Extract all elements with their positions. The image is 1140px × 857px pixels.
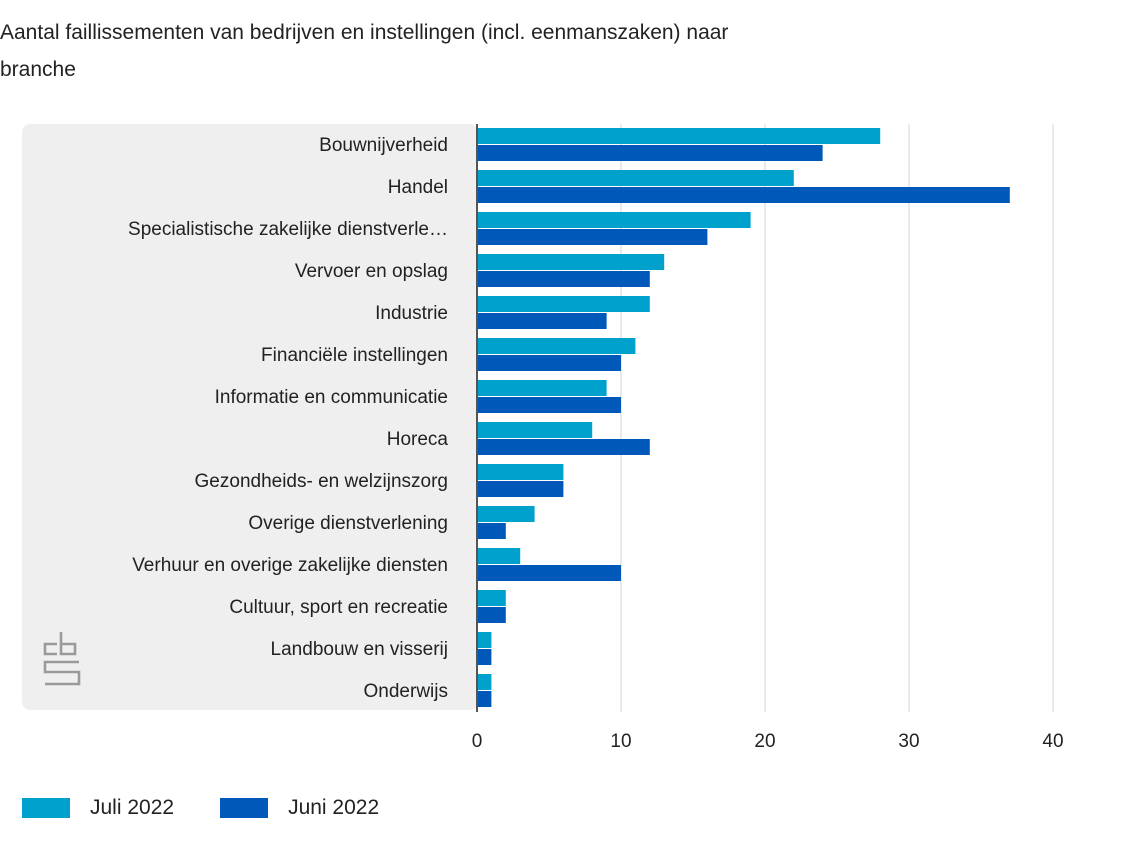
bar-juli[interactable]	[477, 464, 564, 480]
bar-juni[interactable]	[477, 649, 492, 665]
bar-juli[interactable]	[477, 296, 650, 312]
x-tick-labels: 0 10 20 30 40	[472, 731, 1064, 752]
legend-item-juli-2022[interactable]: Juli 2022	[22, 796, 174, 820]
bars	[477, 128, 1010, 707]
legend-label: Juli 2022	[90, 796, 175, 819]
category-label: Onderwijs	[364, 681, 448, 702]
bar-juli[interactable]	[477, 170, 794, 186]
bar-juli[interactable]	[477, 422, 593, 438]
category-label: Informatie en communicatie	[215, 387, 448, 408]
x-tick-label: 30	[898, 731, 919, 752]
bar-juni[interactable]	[477, 607, 506, 623]
category-label: Financiële instellingen	[261, 345, 448, 366]
category-label: Handel	[388, 177, 448, 198]
bar-juni[interactable]	[477, 313, 607, 329]
bar-juni[interactable]	[477, 439, 650, 455]
bar-juli[interactable]	[477, 338, 636, 354]
x-tick-label: 20	[754, 731, 775, 752]
category-label: Industrie	[375, 303, 448, 324]
category-label: Gezondheids- en welzijnszorg	[195, 471, 448, 492]
bar-juni[interactable]	[477, 481, 564, 497]
x-tick-label: 0	[472, 731, 483, 752]
bar-juni[interactable]	[477, 355, 621, 371]
bar-juli[interactable]	[477, 590, 506, 606]
category-label: Horeca	[387, 429, 449, 450]
category-panel	[22, 124, 478, 710]
bar-juli[interactable]	[477, 128, 881, 144]
legend-swatch-juli	[22, 798, 70, 818]
bar-juli[interactable]	[477, 212, 751, 228]
legend-item-juni-2022[interactable]: Juni 2022	[220, 796, 379, 820]
x-tick-label: 10	[610, 731, 631, 752]
bar-juli[interactable]	[477, 548, 521, 564]
bar-juli[interactable]	[477, 632, 492, 648]
legend-label: Juni 2022	[288, 796, 380, 819]
bar-juni[interactable]	[477, 691, 492, 707]
category-labels: Bouwnijverheid Handel Specialistische zake…	[128, 135, 448, 702]
bar-juni[interactable]	[477, 397, 621, 413]
bar-chart: Bouwnijverheid Handel Specialistische zake…	[22, 124, 1064, 752]
category-label: Specialistische zakelijke dienstverle…	[128, 219, 448, 240]
category-label: Overige dienstverlening	[248, 513, 448, 534]
bar-juni[interactable]	[477, 565, 621, 581]
legend-swatch-juni	[220, 798, 269, 818]
bar-juli[interactable]	[477, 506, 535, 522]
bar-juni[interactable]	[477, 229, 708, 245]
cbs-logo-icon	[43, 632, 81, 686]
bar-juni[interactable]	[477, 271, 650, 287]
bar-juli[interactable]	[477, 674, 492, 690]
bar-juli[interactable]	[477, 380, 607, 396]
category-label: Cultuur, sport en recreatie	[229, 597, 448, 618]
bar-juni[interactable]	[477, 187, 1010, 203]
x-tick-label: 40	[1042, 731, 1063, 752]
category-label: Verhuur en overige zakelijke diensten	[132, 555, 448, 576]
category-label: Bouwnijverheid	[319, 135, 448, 156]
bar-juli[interactable]	[477, 254, 665, 270]
bar-juni[interactable]	[477, 145, 823, 161]
category-label: Vervoer en opslag	[295, 261, 448, 282]
bar-juni[interactable]	[477, 523, 506, 539]
chart-title: Aantal faillissementen van bedrijven en …	[0, 21, 729, 81]
category-label: Landbouw en visserij	[271, 639, 448, 660]
legend: Juli 2022 Juni 2022	[22, 796, 425, 820]
